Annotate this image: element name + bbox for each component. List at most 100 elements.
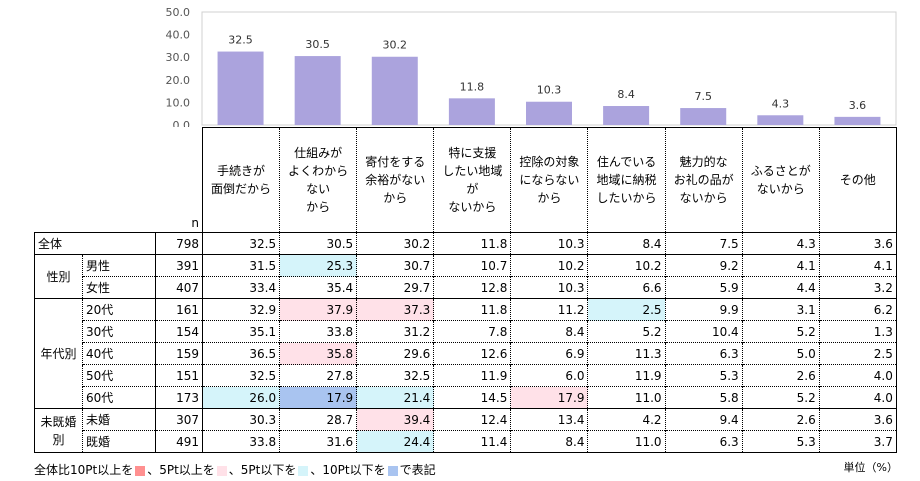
value-cell: 6.3 [664,342,743,365]
n-cell: 161 [155,298,203,321]
group-label: 性別 [34,254,83,299]
value-cell: 4.0 [818,364,897,387]
value-cell: 3.7 [818,430,897,453]
data-table: n 手続きが 面倒だから 仕組みが よくわからない から 寄付をする 余裕がない から 特に支援し… [34,127,897,453]
value-cell: 10.7 [433,254,511,277]
column-header: 寄付をする 余裕がない から [356,127,434,233]
value-cell: 5.0 [741,342,820,365]
value-cell: 11.2 [510,298,588,321]
data-label: 7.5 [694,90,712,103]
table-row: 全体 798 32.5 30.5 30.2 11.8 10.3 8.4 7.5 4.3 3.6 [34,232,897,255]
value-cell: 35.1 [201,320,280,343]
row-label: 女性 [82,276,156,299]
value-cell: 7.8 [433,320,511,343]
data-label: 11.8 [460,80,485,93]
value-cell: 3.6 [818,232,897,255]
y-tick-label: 0.0 [173,119,191,127]
table-row: 40代 159 36.5 35.8 29.6 12.6 6.9 11.3 6.3 5.0 2.5 [35,342,897,365]
value-cell: 12.4 [433,408,511,431]
value-cell: 6.2 [818,298,897,321]
value-cell: 9.2 [664,254,743,277]
y-tick-label: 20.0 [166,74,191,87]
legend-swatch-5pt-up [216,465,227,476]
data-label: 30.2 [383,39,408,52]
value-cell: 35.4 [279,276,357,299]
row-label: 全体 [34,232,156,255]
value-cell: 8.4 [510,320,588,343]
value-cell: 6.6 [587,276,666,299]
data-label: 32.5 [228,34,253,47]
value-cell: 11.3 [587,342,666,365]
n-cell: 154 [155,320,203,343]
value-cell: 10.3 [510,276,588,299]
value-cell: 11.8 [433,298,511,321]
column-header: 住んでいる 地域に納税 したいから [587,127,666,233]
data-label: 4.3 [772,97,790,110]
header-blank [35,128,156,233]
column-header: 控除の対象 にならない から [510,127,588,233]
column-header: 手続きが 面倒だから [201,127,280,233]
column-header: その他 [818,127,897,233]
n-cell: 151 [155,364,203,387]
n-header: n [191,216,199,230]
row-label: 既婚 [82,430,156,453]
value-cell: 10.4 [664,320,743,343]
value-cell: 4.1 [818,254,897,277]
legend-text: 全体比10Pt以上を [34,463,134,477]
group-label: 年代別 [34,298,83,409]
table-row: 女性 407 33.4 35.4 29.7 12.8 10.3 6.6 5.9 4.4 3.2 [35,276,897,299]
value-cell: 8.4 [510,430,588,453]
y-tick-label: 40.0 [166,29,191,42]
value-cell: 10.2 [587,254,666,277]
data-label: 10.3 [537,84,562,97]
bar [448,98,495,125]
value-cell: 11.4 [433,430,511,453]
value-cell: 10.2 [510,254,588,277]
n-cell: 798 [155,232,203,255]
value-cell: 36.5 [201,342,280,365]
value-cell: 21.4 [356,386,434,409]
value-cell: 3.6 [818,408,897,431]
table-row: 既婚 491 33.8 31.6 24.4 11.4 8.4 11.0 6.3 5.3 3.7 [35,430,897,453]
value-cell: 33.8 [201,430,280,453]
value-cell: 4.3 [741,232,820,255]
bar [526,101,572,125]
value-cell: 2.6 [741,408,820,431]
legend-swatch-5pt-down [298,465,309,476]
value-cell: 31.2 [356,320,434,343]
value-cell: 12.8 [433,276,511,299]
value-cell: 10.3 [510,232,588,255]
value-cell: 33.8 [279,320,357,343]
group-label: 未既婚別 [34,408,83,453]
value-cell: 5.9 [664,276,743,299]
value-cell: 2.5 [587,298,666,321]
value-cell: 30.5 [279,232,357,255]
value-cell: 14.5 [433,386,511,409]
value-cell: 2.5 [818,342,897,365]
value-cell: 13.4 [510,408,588,431]
value-cell: 17.9 [279,386,357,409]
column-header: ふるさとが ないから [741,127,820,233]
value-cell: 11.9 [433,364,511,387]
value-cell: 11.0 [587,430,666,453]
n-cell: 307 [155,408,203,431]
value-cell: 11.0 [587,386,666,409]
value-cell: 4.1 [741,254,820,277]
bar [680,108,727,125]
data-label: 8.4 [617,88,635,101]
table-row: 60代 173 26.0 17.9 21.4 14.5 17.9 11.0 5.8 5.2 4.0 [35,386,897,409]
value-cell: 31.5 [201,254,280,277]
value-cell: 1.3 [818,320,897,343]
value-cell: 28.7 [279,408,357,431]
n-cell: 407 [155,276,203,299]
value-cell: 17.9 [510,386,588,409]
y-tick-label: 10.0 [166,96,191,109]
value-cell: 30.3 [201,408,280,431]
value-cell: 4.2 [587,408,666,431]
bar [834,116,881,125]
value-cell: 25.3 [279,254,357,277]
column-header: 魅力的な お礼の品が ないから [664,127,743,233]
row-label: 30代 [82,320,156,343]
n-cell: 391 [155,254,203,277]
bar [294,56,341,125]
